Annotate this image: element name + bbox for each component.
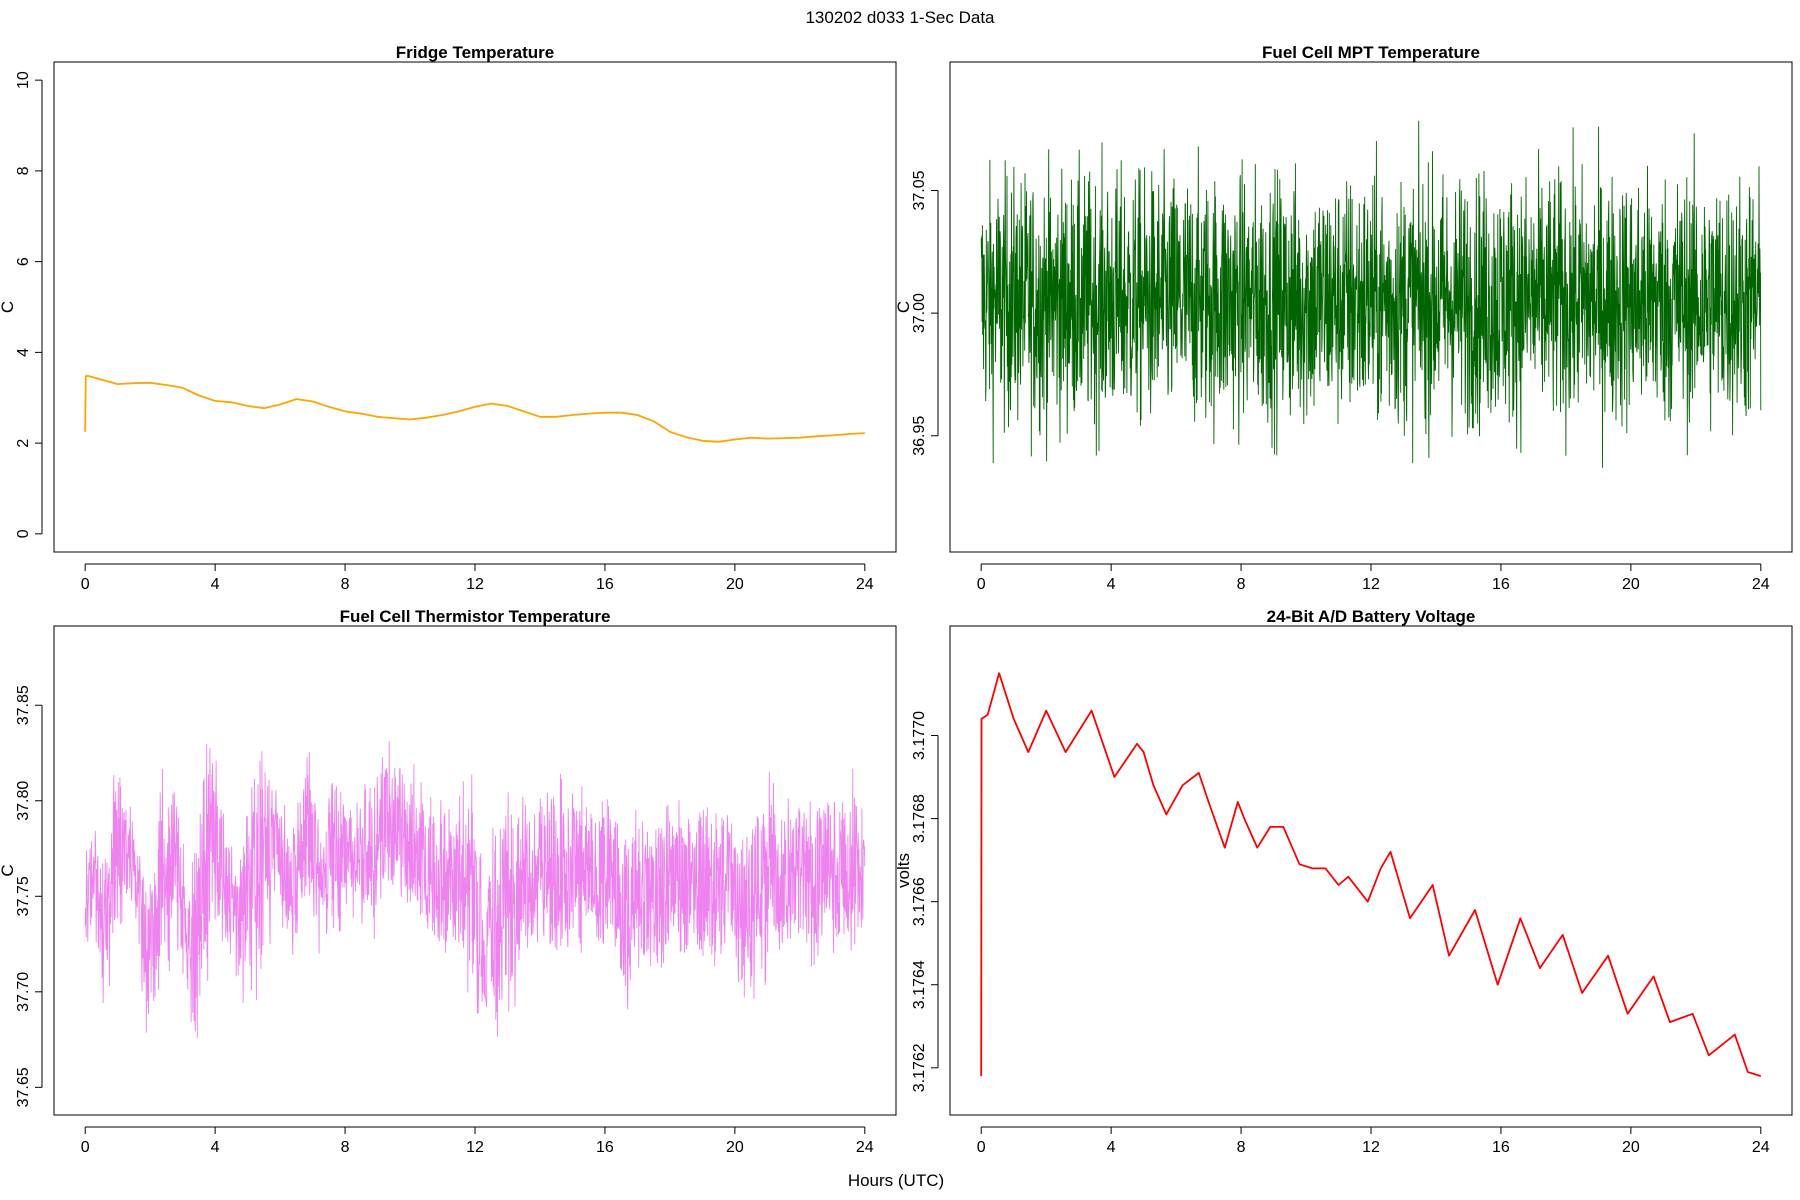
y-axis-label: volts [894,853,913,888]
y-tick-label: 37.70 [15,972,32,1012]
x-tick-label: 0 [81,1139,90,1156]
x-tick-label: 8 [1237,576,1246,593]
plot-frame [53,625,897,1116]
x-tick-label: 24 [856,576,874,593]
x-tick-label: 4 [1107,576,1116,593]
y-tick-label: 37.80 [15,781,32,821]
series-line [980,672,1762,1077]
y-tick-label: 3.1768 [911,794,928,843]
y-tick-label: 37.05 [911,170,928,210]
x-tick-label: 8 [341,1139,350,1156]
x-tick-label: 0 [81,576,90,593]
y-tick-label: 36.95 [911,416,928,456]
panel-title: Fridge Temperature [396,43,554,62]
x-tick-label: 0 [977,1139,986,1156]
x-tick-label: 12 [1362,1139,1380,1156]
x-tick-label: 20 [1622,576,1640,593]
plot-frame [53,61,897,553]
x-tick-label: 4 [1107,1139,1116,1156]
x-tick-label: 16 [1492,576,1510,593]
series-line [84,741,866,1038]
y-tick-label: 8 [15,166,32,175]
series-line [980,120,1762,468]
x-tick-label: 12 [466,576,484,593]
series-line [84,375,865,443]
panel-title: Fuel Cell MPT Temperature [1262,43,1480,62]
panel-1: Fridge Temperature048121620240246810C [0,43,897,593]
x-tick-label: 4 [211,576,220,593]
y-tick-label: 3.1770 [911,711,928,760]
y-tick-label: 3.1764 [911,960,928,1009]
y-axis-label: C [0,864,17,876]
y-tick-label: 2 [15,439,32,448]
panel-title: Fuel Cell Thermistor Temperature [340,607,611,626]
x-tick-label: 4 [211,1139,220,1156]
x-tick-label: 16 [596,1139,614,1156]
x-tick-label: 8 [341,576,350,593]
x-tick-label: 20 [726,1139,744,1156]
y-tick-label: 37.85 [15,685,32,725]
x-tick-label: 20 [726,576,744,593]
y-tick-label: 37.75 [15,876,32,916]
panel-title: 24-Bit A/D Battery Voltage [1267,607,1476,626]
x-tick-label: 24 [1752,1139,1770,1156]
y-tick-label: 37.00 [911,293,928,333]
y-axis-label: C [0,301,17,313]
y-tick-label: 0 [15,529,32,538]
y-tick-label: 37.65 [15,1067,32,1107]
x-tick-label: 8 [1237,1139,1246,1156]
y-tick-label: 3.1762 [911,1043,928,1092]
plot-frame [949,625,1793,1116]
x-tick-label: 0 [977,576,986,593]
x-tick-label: 16 [596,576,614,593]
panels: Fridge Temperature048121620240246810CFue… [0,43,1793,1156]
y-tick-label: 6 [15,257,32,266]
panel-3: Fuel Cell Thermistor Temperature 0 4 8 12 16 2… [0,607,897,1156]
x-tick-label: 16 [1492,1139,1510,1156]
y-axis-label: C [894,301,913,313]
x-tick-label: 12 [1362,576,1380,593]
plot-frame [949,61,1793,553]
panel-4: 24-Bit A/D Battery Voltage 0 4 8 12 16 20 24 3.1… [894,607,1793,1156]
x-tick-label: 12 [466,1139,484,1156]
panel-2: Fuel Cell MPT Temperature 0 4 8 12 16 20 24 36.9… [894,43,1793,593]
x-tick-label: 24 [1752,576,1770,593]
figure-title: 130202 d033 1-Sec Data [805,8,995,27]
y-tick-label: 10 [15,71,32,89]
x-tick-label: 24 [856,1139,874,1156]
figure-xlabel: Hours (UTC) [848,1171,944,1190]
y-tick-label: 3.1766 [911,877,928,926]
y-tick-label: 4 [15,348,32,357]
x-tick-label: 20 [1622,1139,1640,1156]
